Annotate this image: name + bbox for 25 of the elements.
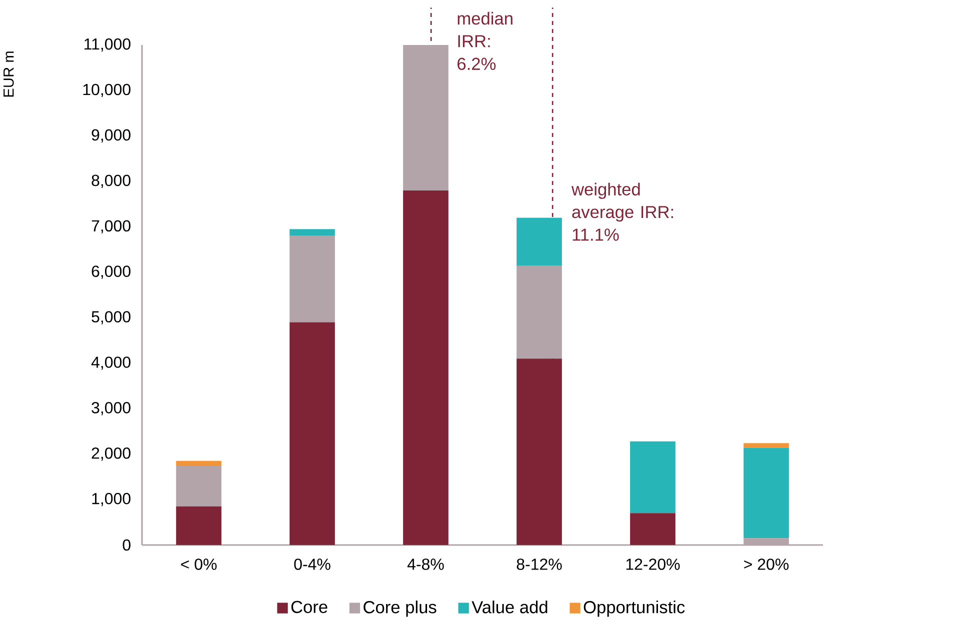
- y-tick-label: 1,000: [92, 492, 130, 506]
- y-tick-label: 0: [122, 539, 130, 551]
- ref-line-label: weighted average IRR: 11.1%: [571, 182, 673, 241]
- legend-label: Core: [291, 600, 328, 614]
- y-tick-label: 11,000: [84, 38, 130, 52]
- x-tick-label: 12-20%: [626, 558, 680, 570]
- y-tick-label: 4,000: [91, 356, 130, 370]
- y-tick-label: 3,000: [92, 402, 130, 416]
- y-tick-label: 8,000: [92, 174, 130, 188]
- x-tick-label: 4-8%: [407, 558, 444, 570]
- y-tick-label: 7,000: [92, 220, 130, 234]
- x-tick-label: 8-12%: [516, 558, 562, 570]
- ref-line-label: median IRR: 6.2%: [458, 12, 512, 70]
- legend-label: Value add: [472, 600, 548, 614]
- y-tick-label: 10,000: [83, 84, 130, 98]
- y-axis-title: EUR m: [4, 52, 14, 97]
- y-tick-label: 2,000: [92, 447, 130, 461]
- y-tick-label: 5,000: [92, 311, 130, 324]
- y-tick-label: 9,000: [92, 129, 130, 143]
- legend-label: Core plus: [364, 600, 436, 617]
- legend-label: Opportunistic: [584, 600, 685, 617]
- y-tick-label: 6,000: [92, 266, 130, 279]
- x-tick-label: > 20%: [744, 558, 789, 570]
- x-tick-label: 0-4%: [294, 558, 330, 570]
- x-tick-label: < 0%: [181, 558, 217, 570]
